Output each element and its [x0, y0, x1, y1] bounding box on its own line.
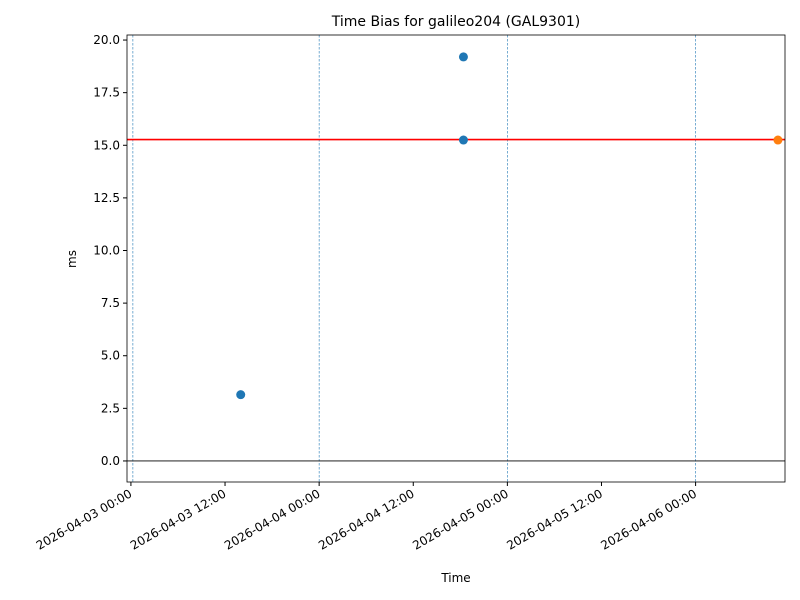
x-tick-label: 2026-04-03 00:00 — [34, 486, 135, 552]
y-tick-label: 0.0 — [101, 454, 120, 468]
y-tick-label: 10.0 — [93, 244, 120, 258]
y-tick-label: 7.5 — [101, 296, 120, 310]
plot-frame — [126, 34, 786, 483]
point — [458, 135, 468, 145]
point — [458, 52, 468, 62]
y-tick-label: 17.5 — [93, 86, 120, 100]
x-tick-label: 2026-04-05 12:00 — [504, 486, 605, 552]
y-tick-label: 5.0 — [101, 349, 120, 363]
y-tick-label: 15.0 — [93, 138, 120, 152]
y-tick-label: 2.5 — [101, 401, 120, 415]
point — [236, 390, 246, 400]
x-tick-label: 2026-04-05 00:00 — [410, 486, 511, 552]
point — [773, 135, 783, 145]
chart-title: Time Bias for galileo204 (GAL9301) — [331, 14, 581, 30]
x-tick-label: 2026-04-06 00:00 — [598, 486, 699, 552]
y-tick-label: 12.5 — [93, 191, 120, 205]
x-tick-label: 2026-04-04 12:00 — [316, 486, 417, 552]
y-axis-label: ms — [65, 250, 79, 268]
x-tick-label: 2026-04-03 12:00 — [128, 486, 229, 552]
x-tick-label: 2026-04-04 00:00 — [222, 486, 323, 552]
y-tick-label: 20.0 — [93, 33, 120, 47]
x-axis-label: Time — [440, 571, 470, 585]
